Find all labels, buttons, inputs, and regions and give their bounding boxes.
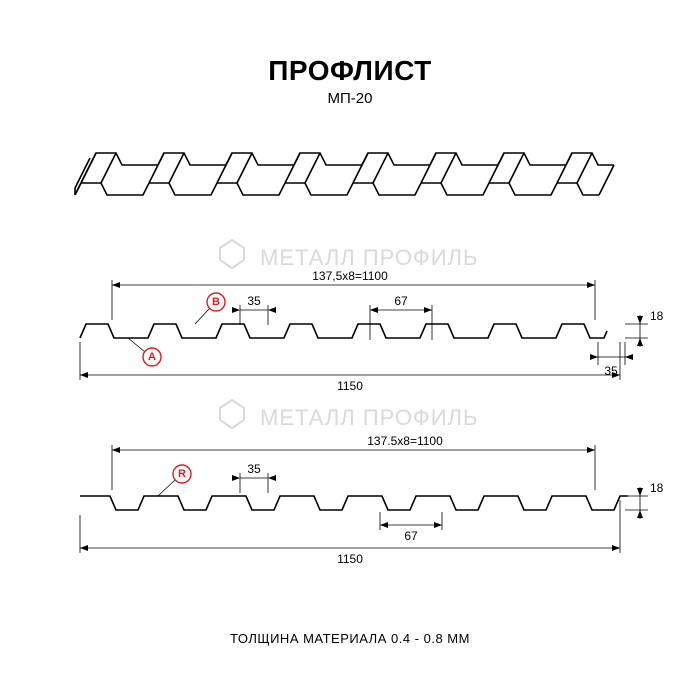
watermark-shape-icon: [220, 240, 244, 268]
diagram-svg: МЕТАЛЛ ПРОФИЛЬ МЕТАЛЛ ПРОФИЛЬ: [0, 120, 700, 640]
iso-view: [75, 153, 614, 195]
title-block: ПРОФЛИСТ МП-20: [0, 0, 700, 107]
dim-67-section-r: 67: [404, 529, 418, 543]
dim-67-section-a: 67: [394, 294, 408, 308]
watermark-1: МЕТАЛЛ ПРОФИЛЬ: [220, 240, 478, 270]
dim-18-section-a: 18: [650, 309, 664, 323]
watermark-text-1: МЕТАЛЛ ПРОФИЛЬ: [260, 245, 478, 270]
section-r: 137.5x8=1100 35 67 18: [80, 434, 664, 566]
page-subtitle: МП-20: [0, 90, 700, 107]
watermark-shape-icon: [220, 400, 244, 428]
profile-r: [80, 496, 628, 510]
dim-1150-section-r: 1150: [337, 552, 363, 566]
watermark-text-2: МЕТАЛЛ ПРОФИЛЬ: [260, 405, 478, 430]
dim-18-section-r: 18: [650, 481, 664, 495]
dim-1150-section-a: 1150: [337, 379, 363, 393]
marker-b-label: B: [212, 296, 220, 308]
watermark-2: МЕТАЛЛ ПРОФИЛЬ: [220, 400, 478, 430]
profile-a: [80, 324, 607, 338]
section-a: 137,5x8=1100 35 67 18: [80, 269, 664, 393]
marker-r-label: R: [178, 468, 186, 480]
dim-35-section-a: 35: [247, 294, 261, 308]
dim-top-section-r: 137.5x8=1100: [367, 434, 443, 448]
footer-note: ТОЛЩИНА МАТЕРИАЛА 0.4 - 0.8 ММ: [0, 631, 700, 646]
dim-top-section-a: 137,5x8=1100: [312, 269, 388, 283]
page: ПРОФЛИСТ МП-20 МЕТАЛЛ ПРОФИЛЬ МЕТАЛЛ ПРО…: [0, 0, 700, 700]
marker-a-label: A: [148, 351, 156, 363]
dim-35-section-r: 35: [247, 462, 261, 476]
page-title: ПРОФЛИСТ: [0, 55, 700, 87]
